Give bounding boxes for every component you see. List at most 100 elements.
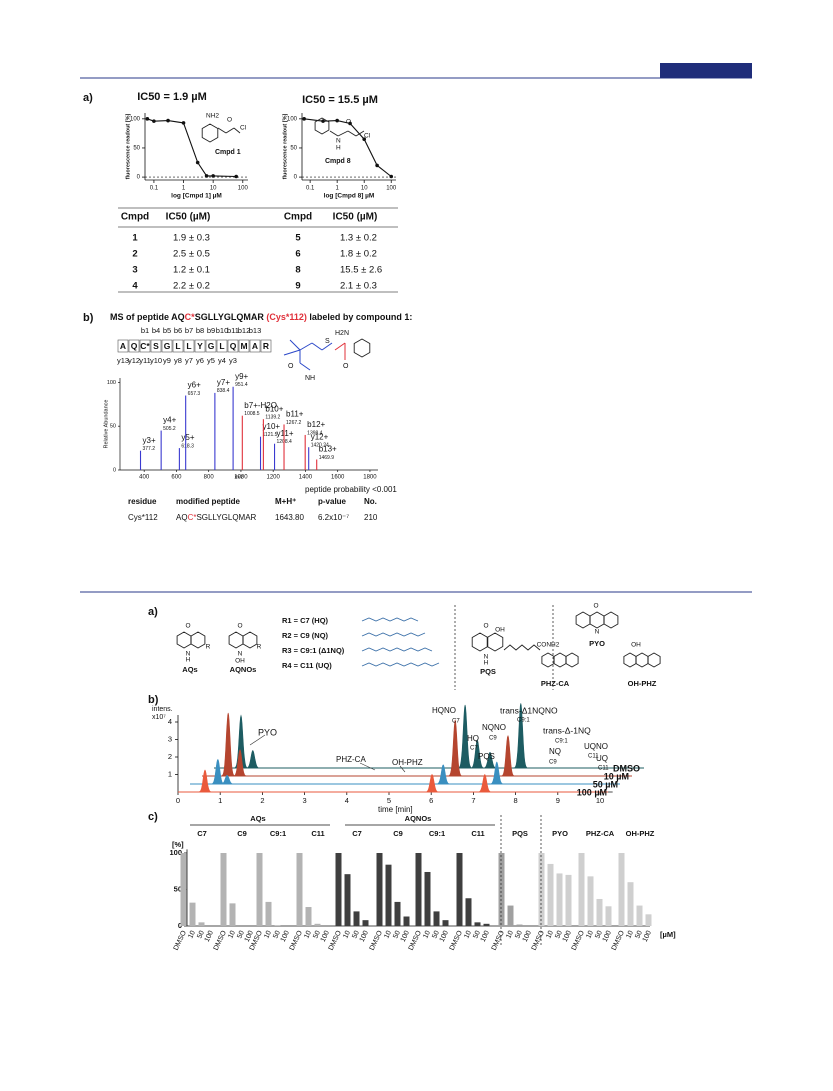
atom: O	[343, 363, 349, 370]
x-tick-label: DMSO	[571, 929, 586, 951]
y-ion: y10	[150, 356, 162, 365]
ring	[603, 611, 619, 629]
data-point	[389, 174, 394, 179]
atom: O	[483, 623, 488, 630]
chrom-peak	[218, 712, 239, 777]
data-point	[145, 117, 150, 121]
y-ion: y6	[196, 356, 204, 365]
peak-annotation: trans-Δ1NQNO	[500, 705, 558, 715]
bond	[347, 130, 357, 137]
x-tick-label: 10	[585, 930, 595, 940]
x-tick-label: 1	[218, 796, 222, 805]
mz-label: 1139.2	[265, 415, 280, 421]
bar	[433, 911, 440, 926]
atom: O	[185, 623, 190, 630]
bond	[289, 339, 301, 351]
atom: O	[593, 603, 598, 610]
x-tick-label: 50	[236, 930, 246, 940]
series-label: 50 µM	[593, 779, 618, 789]
x-tick-label: 10	[227, 930, 237, 940]
chrom-peak	[242, 750, 263, 769]
atom: H	[336, 145, 341, 152]
residue-box	[194, 339, 206, 353]
x-tick-label: 50	[594, 930, 604, 940]
group-label: C9:1	[429, 829, 445, 838]
chart-title: IC50 = 1.9 µM	[137, 91, 207, 103]
bond	[355, 130, 365, 137]
table-cell: 9	[295, 281, 300, 292]
header-block	[660, 63, 752, 78]
y-tick-label: 100	[287, 116, 298, 122]
table-header: IC50 (µM)	[333, 212, 378, 223]
residue-box	[249, 339, 261, 353]
bond	[217, 127, 227, 134]
peak-annotation: PYO	[258, 727, 277, 737]
y-axis-label: fluorescence readout [%]	[282, 113, 288, 179]
bar	[220, 853, 227, 926]
data-point	[181, 121, 186, 125]
atom: N	[595, 629, 600, 636]
table-cell: 1	[132, 233, 138, 244]
x-tick-label: 10	[187, 930, 197, 940]
peak-annotation: PHZ-CA	[336, 755, 366, 764]
mz-label: 1469.9	[319, 455, 335, 461]
y-tick-label: 100	[107, 380, 116, 386]
ring	[176, 631, 192, 649]
chart-title: IC50 = 15.5 µM	[302, 94, 378, 106]
x-tick-label: 50	[634, 930, 644, 940]
y-ion: y13	[117, 356, 129, 365]
x-tick-label: DMSO	[491, 929, 506, 951]
bar	[180, 853, 187, 926]
x-tick-label: 100	[280, 930, 291, 944]
group-label: C7	[352, 829, 362, 838]
residue-box	[205, 339, 217, 353]
ring	[541, 652, 555, 668]
table-cell: 2.2 ± 0.2	[173, 281, 210, 292]
data-point	[348, 121, 352, 126]
bar	[274, 925, 281, 926]
x-tick-label: 100	[238, 186, 249, 192]
x-tick-label: 100	[359, 930, 370, 944]
y-axis-label: [%]	[172, 840, 184, 849]
x-tick-label: 50	[392, 930, 402, 940]
peak-annotation: HQ	[467, 734, 479, 743]
atom: OH	[235, 658, 245, 665]
b-ion: b4	[152, 326, 160, 335]
x-tick-label: 10	[342, 930, 352, 940]
x-axis-label: m/z	[235, 474, 244, 480]
x-tick-label: 10	[596, 796, 604, 805]
ring	[201, 123, 219, 143]
residue-box	[183, 339, 195, 353]
y-tick-label: 0	[294, 175, 298, 181]
table-header: IC50 (µM)	[166, 212, 211, 223]
peak-annotation: C9:1	[555, 739, 568, 745]
residue: G	[208, 341, 215, 351]
x-tick-label: 100	[522, 930, 533, 944]
bar	[335, 853, 342, 926]
leader	[359, 762, 376, 771]
bar	[353, 911, 360, 926]
title-part: labeled by compound 1:	[307, 312, 413, 322]
x-axis-label: time [min]	[378, 805, 413, 814]
structure-label: PQS	[480, 667, 496, 676]
atom: S	[325, 338, 330, 345]
bond	[225, 127, 235, 134]
ring	[565, 652, 579, 668]
bar	[424, 871, 431, 926]
panel-label: a)	[148, 606, 158, 618]
x-tick-label: 600	[171, 475, 182, 481]
mz-label: 657.3	[188, 391, 201, 397]
x-tick-label: 100	[439, 930, 450, 944]
super-group-label: AQs	[250, 814, 265, 823]
atom: H	[186, 657, 191, 664]
atom: NH	[305, 375, 315, 382]
peak-annotation: C9	[549, 760, 557, 766]
ms-title: MS of peptide AQC*SGLLYGLQMAR (Cys*112) …	[110, 312, 412, 322]
x-tick-label: DMSO	[173, 929, 188, 951]
chrom-peak	[510, 703, 531, 769]
series-label: 100 µM	[577, 787, 607, 797]
peak-annotation: NQ	[549, 747, 561, 756]
bar	[645, 914, 652, 926]
bar	[636, 905, 643, 926]
residue: M	[240, 341, 247, 351]
